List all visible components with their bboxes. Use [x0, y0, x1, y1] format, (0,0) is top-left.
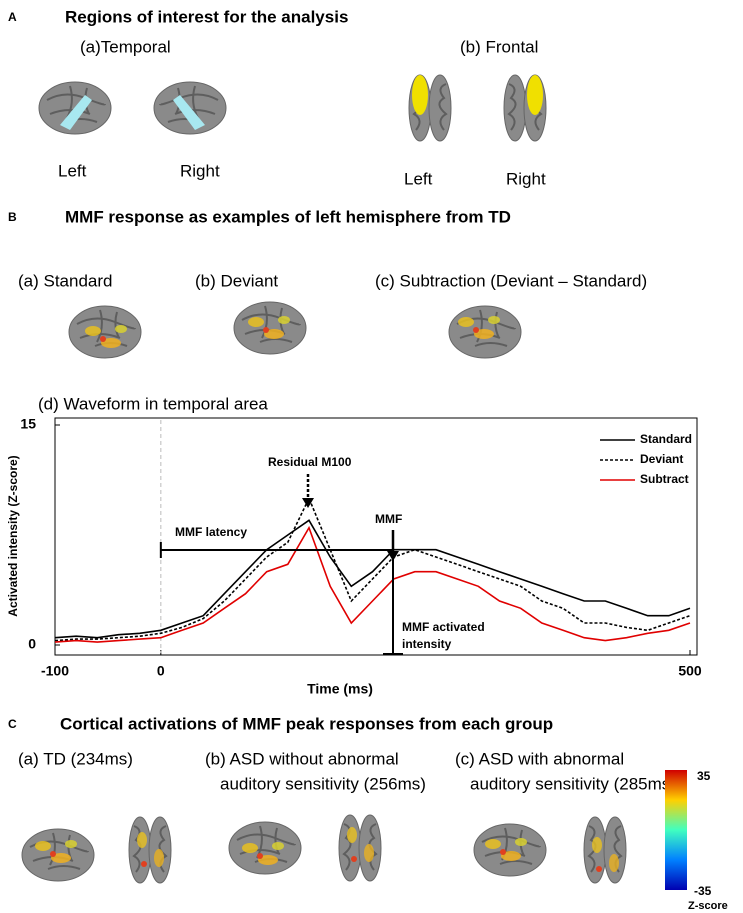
subtitle: auditory sensitivity (285ms) — [470, 774, 676, 793]
annotation: MMF latency — [175, 525, 247, 539]
y-axis-label: Activated intensity (Z-score) — [6, 455, 20, 616]
subtitle: (a)Temporal — [80, 37, 171, 56]
subtitle: (d) Waveform in temporal area — [38, 394, 268, 413]
panel-letter: C — [8, 717, 17, 731]
x-tick-label: 500 — [678, 663, 702, 679]
brain — [448, 305, 522, 359]
plot-frame — [54, 417, 698, 656]
series-line — [54, 525, 691, 643]
brain — [473, 823, 547, 877]
panel-title: Regions of interest for the analysis — [65, 7, 348, 26]
panel-title: MMF response as examples of left hemisph… — [65, 207, 511, 226]
brain — [233, 301, 307, 355]
label: Left — [58, 161, 87, 180]
waveform-chart: Activated intensity (Z-score) Time (ms) … — [6, 416, 702, 697]
annotation: MMF activated — [402, 620, 485, 634]
annotation: Residual M100 — [268, 455, 352, 469]
subtitle: auditory sensitivity (256ms) — [220, 774, 426, 793]
subtitle: (c) ASD with abnormal — [455, 749, 624, 768]
colorbar-tick: -35 — [694, 884, 712, 898]
subtitle: (a) Standard — [18, 271, 113, 290]
series-line — [54, 519, 691, 639]
x-tick-label: 0 — [157, 663, 165, 679]
annotation: MMF — [375, 512, 402, 526]
brain — [128, 816, 172, 884]
arrow-head — [302, 498, 314, 508]
panel-letter: B — [8, 210, 17, 224]
label: Right — [506, 169, 546, 188]
colorbar-label: Z-score — [688, 900, 728, 912]
colorbar-tick: 35 — [697, 769, 711, 783]
subtitle: (a) TD (234ms) — [18, 749, 133, 768]
label: Right — [180, 161, 220, 180]
annotation: intensity — [402, 637, 452, 651]
x-tick-label: -100 — [41, 663, 69, 679]
subtitle: (b) Frontal — [460, 37, 538, 56]
brain — [583, 816, 627, 884]
y-tick-label: 15 — [20, 416, 36, 432]
brain — [38, 81, 112, 135]
label: Left — [404, 169, 433, 188]
legend-label: Standard — [640, 432, 692, 446]
brain — [21, 828, 95, 882]
subtitle: (b) Deviant — [195, 271, 278, 290]
subtitle: (c) Subtraction (Deviant – Standard) — [375, 271, 647, 290]
legend-label: Subtract — [640, 472, 689, 486]
brain — [408, 74, 452, 142]
x-axis-label: Time (ms) — [307, 681, 373, 697]
panel-letter: A — [8, 10, 17, 24]
brain — [503, 74, 547, 142]
brain — [153, 81, 227, 135]
legend-label: Deviant — [640, 452, 683, 466]
subtitle: (b) ASD without abnormal — [205, 749, 399, 768]
panel-title: Cortical activations of MMF peak respons… — [60, 714, 553, 733]
series-line — [54, 496, 691, 642]
brain — [228, 821, 302, 875]
brain — [68, 305, 142, 359]
y-tick-label: 0 — [28, 636, 36, 652]
colorbar — [665, 770, 687, 890]
brain — [338, 814, 382, 882]
